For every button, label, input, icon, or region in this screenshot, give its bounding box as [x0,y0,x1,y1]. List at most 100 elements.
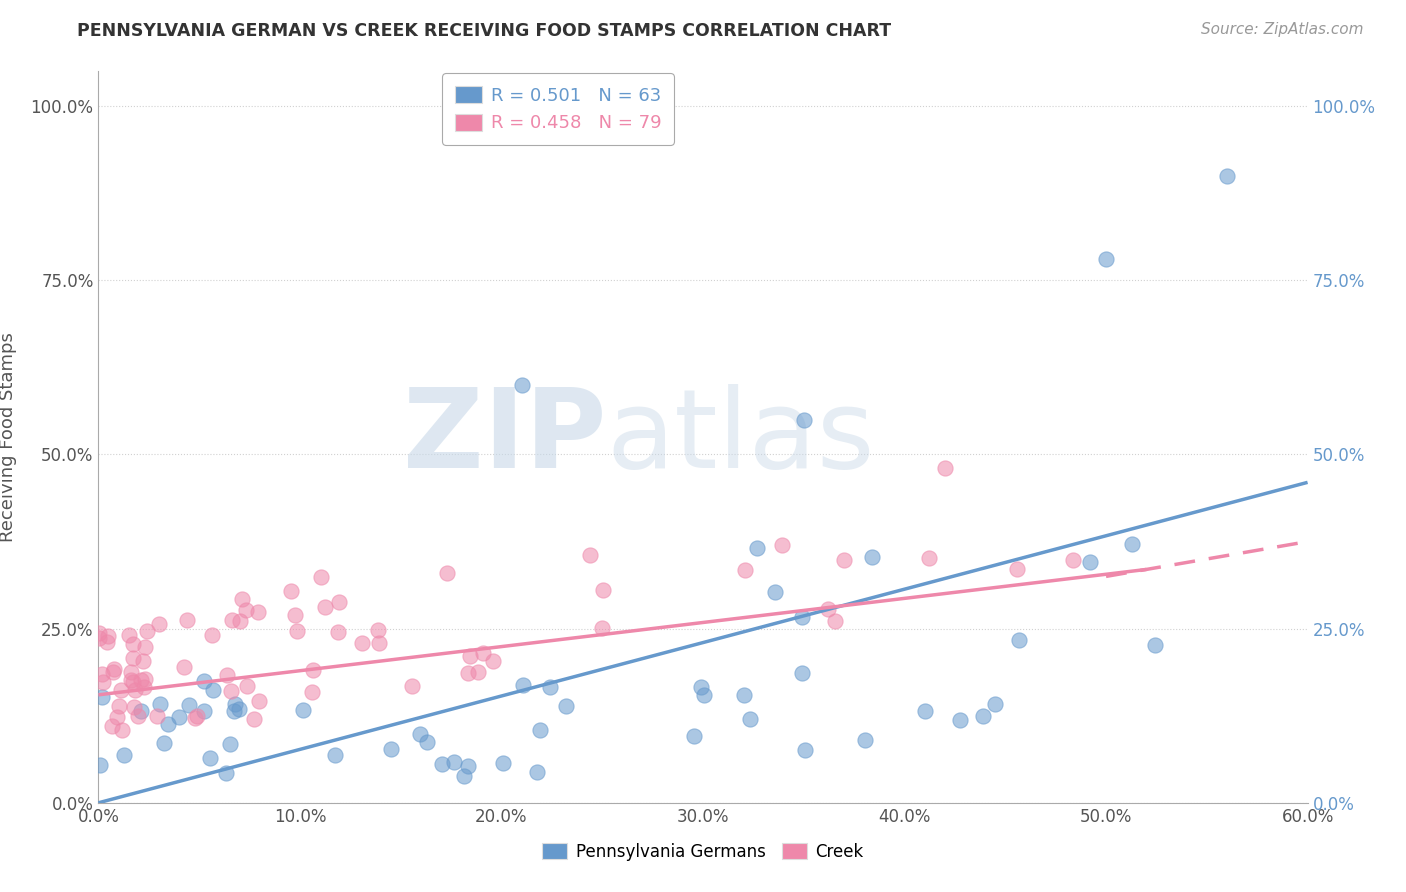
Point [153,736,176,750]
Point [173,660,195,674]
Point [136,624,159,638]
Point [860,550,883,565]
Point [918,551,941,566]
Point [284,608,307,623]
Point [122,651,145,665]
Point [177,698,200,712]
Legend: Pennsylvania Germans, Creek: Pennsylvania Germans, Creek [536,837,870,868]
Point [471,646,494,660]
Point [105,710,128,724]
Point [983,698,1005,712]
Point [682,729,704,743]
Y-axis label: Receiving Food Stamps: Receiving Food Stamps [0,332,17,542]
Text: atlas: atlas [606,384,875,491]
Point [457,759,479,773]
Point [733,689,755,703]
Point [934,461,956,475]
Point [555,698,578,713]
Point [591,621,613,635]
Point [368,636,391,650]
Point [817,602,839,616]
Point [323,747,346,762]
Point [231,592,253,607]
Point [972,708,994,723]
Point [350,636,373,650]
Point [401,679,423,693]
Point [224,698,246,712]
Point [853,733,876,747]
Point [367,623,389,637]
Point [146,709,169,723]
Point [247,693,270,707]
Point [91,690,114,704]
Point [512,678,534,692]
Point [690,680,713,694]
Point [1121,536,1143,550]
Point [745,541,768,555]
Point [453,769,475,783]
Point [280,584,302,599]
Point [436,566,458,581]
Point [794,743,817,757]
Point [326,625,349,640]
Point [110,683,132,698]
Point [215,765,238,780]
Point [467,665,489,679]
Point [219,684,242,698]
Point [111,723,134,737]
Point [228,702,250,716]
Point [235,679,257,693]
Point [1095,252,1118,267]
Point [97,629,120,643]
Point [592,583,614,598]
Point [770,538,793,552]
Point [763,585,786,599]
Point [526,764,548,779]
Point [101,719,124,733]
Point [1062,553,1084,567]
Point [176,613,198,627]
Point [1078,555,1101,569]
Point [89,625,111,640]
Point [301,685,323,699]
Point [291,703,314,717]
Point [1216,169,1239,183]
Point [1144,638,1167,652]
Point [201,628,224,642]
Point [693,688,716,702]
Point [101,665,124,679]
Point [91,675,114,690]
Point [430,757,453,772]
Point [96,635,118,649]
Point [217,667,239,681]
Point [734,563,756,577]
Point [112,747,135,762]
Point [218,737,240,751]
Point [443,756,465,770]
Point [129,704,152,718]
Point [1008,632,1031,647]
Point [134,640,156,654]
Point [538,680,561,694]
Point [120,665,142,680]
Point [243,712,266,726]
Point [302,663,325,677]
Point [460,649,482,664]
Point [229,615,252,629]
Point [89,631,111,645]
Point [949,713,972,727]
Point [124,682,146,697]
Point [1007,562,1029,576]
Point [108,698,131,713]
Point [247,605,270,619]
Text: Source: ZipAtlas.com: Source: ZipAtlas.com [1201,22,1364,37]
Point [201,682,224,697]
Point [328,594,350,608]
Point [148,617,170,632]
Point [492,756,515,771]
Point [790,665,813,680]
Point [510,377,533,392]
Point [132,680,155,694]
Point [235,603,257,617]
Text: ZIP: ZIP [404,384,606,491]
